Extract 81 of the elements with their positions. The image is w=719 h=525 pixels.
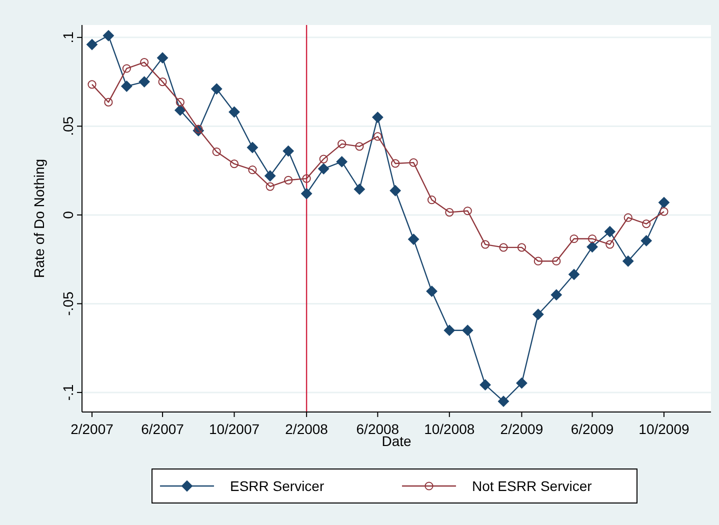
x-tick-label: 6/2009 xyxy=(570,421,614,437)
point xyxy=(372,112,384,123)
point xyxy=(444,324,455,336)
y-tick-label: .05 xyxy=(60,116,76,136)
point xyxy=(445,208,454,217)
point xyxy=(338,140,346,148)
point xyxy=(624,213,632,222)
x-tick-label: 2/2007 xyxy=(70,421,114,437)
point xyxy=(570,234,578,244)
point xyxy=(517,243,526,252)
point xyxy=(498,396,509,407)
x-tick-label: 2/2008 xyxy=(285,421,328,437)
point xyxy=(534,256,542,266)
point xyxy=(480,240,490,249)
point xyxy=(408,234,420,245)
point xyxy=(355,142,364,151)
point xyxy=(586,241,598,252)
x-tick-label: 10/2009 xyxy=(638,421,690,437)
point xyxy=(140,58,149,67)
point xyxy=(480,379,491,390)
point xyxy=(390,185,401,196)
point xyxy=(301,188,312,200)
point xyxy=(88,80,96,89)
point xyxy=(552,256,561,266)
point xyxy=(373,132,382,141)
legend-label: ESRR Servicer xyxy=(230,478,324,494)
point xyxy=(409,158,418,167)
point xyxy=(284,176,293,184)
point xyxy=(212,147,221,156)
point xyxy=(462,324,474,336)
point xyxy=(658,197,670,208)
point xyxy=(622,256,634,267)
point xyxy=(138,76,150,88)
point xyxy=(391,159,400,168)
x-tick-label: 2/2009 xyxy=(500,421,544,437)
x-tick-label: 10/2007 xyxy=(208,421,260,437)
point xyxy=(102,30,114,42)
point xyxy=(122,64,131,73)
point xyxy=(463,206,472,216)
point xyxy=(282,146,294,157)
point xyxy=(211,83,222,94)
point xyxy=(604,226,616,238)
y-tick-label: -.1 xyxy=(60,384,76,401)
point xyxy=(427,196,436,204)
point xyxy=(642,220,651,228)
point xyxy=(157,52,168,64)
point xyxy=(176,98,184,107)
point xyxy=(336,156,348,168)
point xyxy=(86,39,98,50)
point xyxy=(158,78,167,86)
point xyxy=(266,182,274,191)
point xyxy=(248,166,257,174)
y-axis-title: Rate of Do Nothing xyxy=(31,158,47,278)
point xyxy=(104,98,113,107)
x-tick-label: 6/2007 xyxy=(141,421,184,437)
point xyxy=(568,268,580,280)
point xyxy=(426,286,438,297)
point xyxy=(516,378,528,389)
point xyxy=(318,163,330,174)
point xyxy=(246,142,258,153)
point xyxy=(354,184,365,195)
point xyxy=(499,243,508,252)
point xyxy=(230,160,239,168)
point xyxy=(588,234,597,244)
point xyxy=(194,124,203,134)
point xyxy=(174,104,186,116)
point xyxy=(532,308,544,320)
point xyxy=(121,80,132,92)
point xyxy=(302,174,311,183)
x-tick-label: 10/2008 xyxy=(424,421,475,437)
y-tick-label: 0 xyxy=(60,210,76,219)
point xyxy=(264,170,276,182)
y-tick-label: -.05 xyxy=(60,291,76,316)
point xyxy=(228,106,240,118)
point xyxy=(606,240,614,249)
point xyxy=(660,207,668,216)
y-tick-label: .1 xyxy=(60,31,76,44)
legend-label: Not ESRR Servicer xyxy=(472,478,592,494)
point xyxy=(640,235,652,246)
point xyxy=(550,289,562,300)
point xyxy=(319,154,328,164)
